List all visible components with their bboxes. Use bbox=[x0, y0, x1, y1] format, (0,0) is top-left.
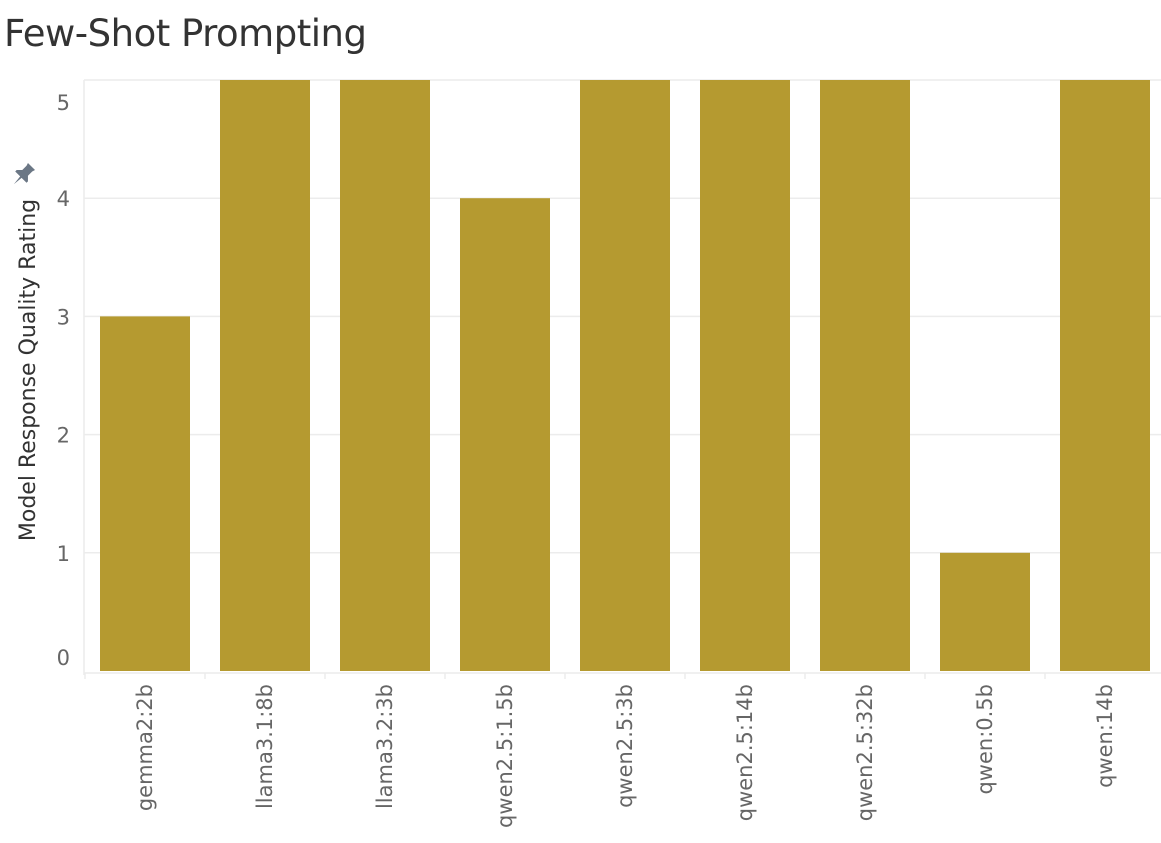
axes bbox=[83, 80, 1161, 675]
y-tick-label: 4 bbox=[57, 187, 70, 211]
x-tick-label: gemma2:2b bbox=[133, 684, 157, 811]
bar-gemma2-2b[interactable] bbox=[100, 316, 190, 671]
bar-qwen2-5-3b[interactable] bbox=[580, 80, 670, 671]
x-tick-label: qwen2.5:3b bbox=[613, 684, 637, 808]
bar-qwen-14b[interactable] bbox=[1060, 80, 1150, 671]
bar-qwen2-5-32b[interactable] bbox=[820, 80, 910, 671]
y-tick-label: 3 bbox=[57, 305, 70, 329]
y-axis-ticks: 0 1 2 3 4 5 bbox=[57, 91, 70, 670]
x-tick-label: qwen2.5:32b bbox=[853, 684, 877, 821]
x-tick-label: qwen2.5:1.5b bbox=[493, 684, 517, 828]
x-tick-label: qwen:0.5b bbox=[973, 684, 997, 795]
y-tick-label: 5 bbox=[57, 91, 70, 115]
x-tick-label: qwen:14b bbox=[1093, 684, 1117, 788]
y-axis-title: Model Response Quality Rating bbox=[16, 199, 41, 541]
x-tick-label: qwen2.5:14b bbox=[733, 684, 757, 821]
y-tick-label: 0 bbox=[57, 646, 70, 670]
bar-qwen2-5-14b[interactable] bbox=[700, 80, 790, 671]
bar-llama3-1-8b[interactable] bbox=[220, 80, 310, 671]
y-tick-label: 1 bbox=[57, 542, 70, 566]
x-axis-ticks: gemma2:2b llama3.1:8b llama3.2:3b qwen2.5:1… bbox=[84, 673, 1117, 828]
x-tick-label: llama3.1:8b bbox=[253, 684, 277, 809]
bars bbox=[100, 80, 1150, 671]
x-tick-label: llama3.2:3b bbox=[373, 684, 397, 809]
pin-icon[interactable] bbox=[8, 161, 37, 190]
bar-qwen-0-5b[interactable] bbox=[940, 552, 1030, 671]
chart-title: Few-Shot Prompting bbox=[4, 12, 367, 55]
bar-llama3-2-3b[interactable] bbox=[340, 80, 430, 671]
y-tick-label: 2 bbox=[57, 424, 70, 448]
bar-qwen2-5-1-5b[interactable] bbox=[460, 198, 550, 671]
